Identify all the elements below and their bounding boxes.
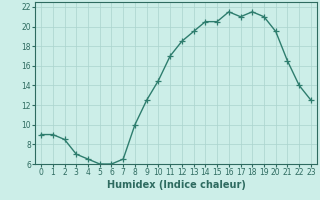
X-axis label: Humidex (Indice chaleur): Humidex (Indice chaleur) [107, 180, 245, 190]
